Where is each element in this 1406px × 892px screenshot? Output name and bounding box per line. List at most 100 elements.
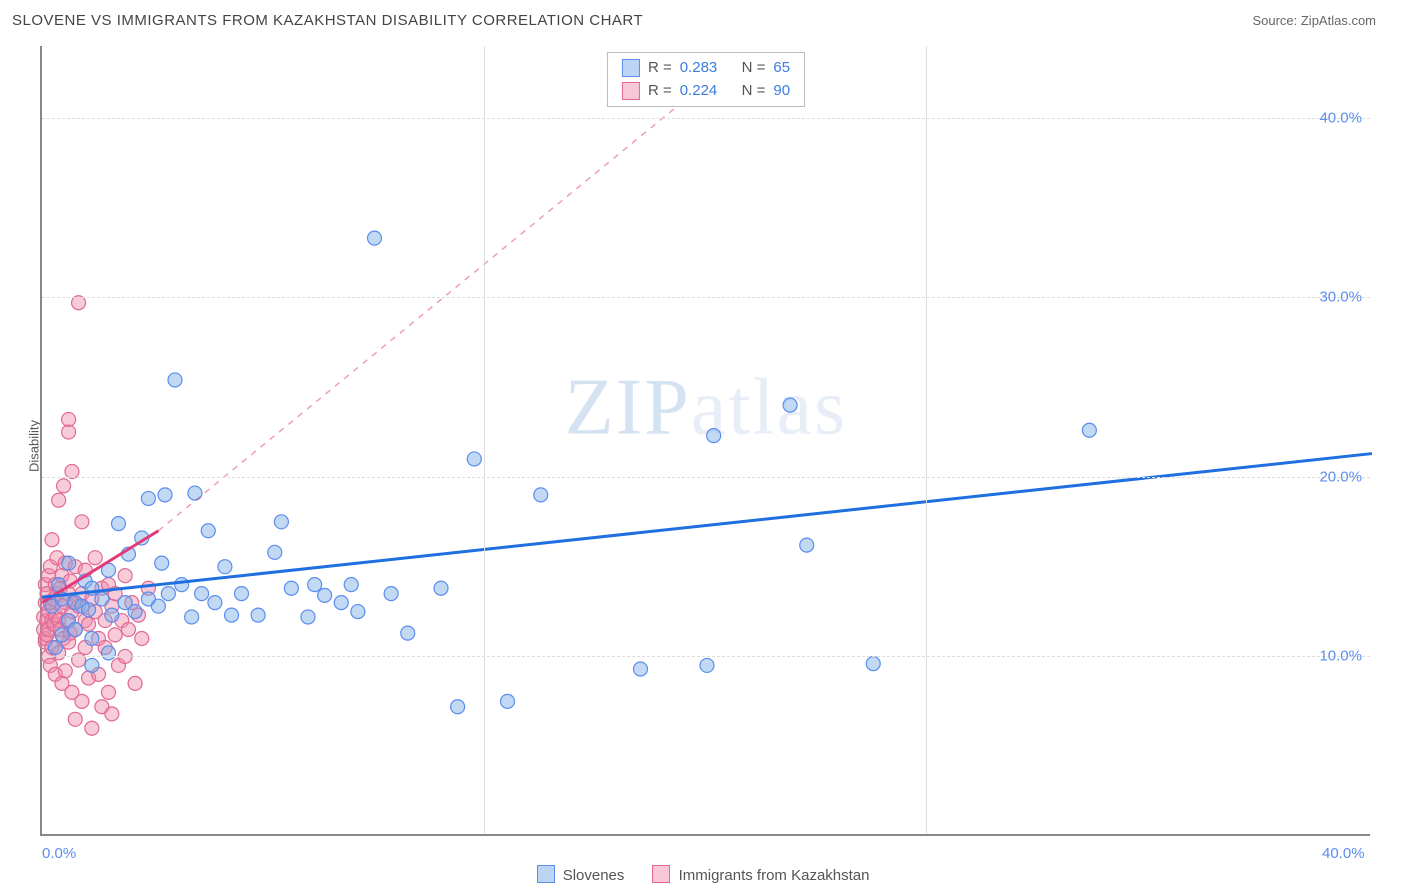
point-slovene (102, 646, 116, 660)
point-slovene (434, 581, 448, 595)
point-slovene (155, 556, 169, 570)
point-slovene (128, 605, 142, 619)
point-slovene (208, 596, 222, 610)
point-slovene (151, 599, 165, 613)
point-slovene (188, 486, 202, 500)
stats-box: R = 0.283 N = 65 R = 0.224 N = 90 (607, 52, 805, 107)
x-tick-label: 40.0% (1322, 845, 1365, 862)
point-slovene (334, 596, 348, 610)
r-value-slovenes: 0.283 (680, 57, 718, 80)
point-slovene (158, 488, 172, 502)
point-slovene (268, 545, 282, 559)
stats-row-slovenes: R = 0.283 N = 65 (622, 57, 790, 80)
point-slovene (501, 694, 515, 708)
point-slovene (201, 524, 215, 538)
point-kazakhstan (72, 653, 86, 667)
point-slovene (368, 231, 382, 245)
chart-title: SLOVENE VS IMMIGRANTS FROM KAZAKHSTAN DI… (12, 12, 643, 29)
point-slovene (168, 373, 182, 387)
point-slovene (141, 491, 155, 505)
point-slovene (62, 556, 76, 570)
y-tick-label: 30.0% (1319, 289, 1362, 306)
gridline-h (42, 297, 1370, 298)
n-value-kazakhstan: 90 (773, 80, 790, 103)
point-slovene (401, 626, 415, 640)
point-slovene (185, 610, 199, 624)
legend-item-kazakhstan: Immigrants from Kazakhstan (652, 867, 869, 884)
point-slovene (467, 452, 481, 466)
point-slovene (235, 587, 249, 601)
point-slovene (82, 603, 96, 617)
point-slovene (800, 538, 814, 552)
point-slovene (1082, 423, 1096, 437)
n-label: N = (742, 80, 766, 103)
point-slovene (55, 628, 69, 642)
point-slovene (344, 578, 358, 592)
point-kazakhstan (121, 623, 135, 637)
point-slovene (308, 578, 322, 592)
point-slovene (318, 588, 332, 602)
point-kazakhstan (135, 632, 149, 646)
point-slovene (195, 587, 209, 601)
point-slovene (251, 608, 265, 622)
point-kazakhstan (45, 533, 59, 547)
point-kazakhstan (68, 712, 82, 726)
point-kazakhstan (58, 664, 72, 678)
bottom-legend: Slovenes Immigrants from Kazakhstan (0, 865, 1406, 884)
point-kazakhstan (82, 617, 96, 631)
point-slovene (111, 517, 125, 531)
point-slovene (284, 581, 298, 595)
point-slovene (866, 657, 880, 671)
plot-svg (42, 46, 1370, 834)
point-kazakhstan (105, 707, 119, 721)
trend-kazakhstan-dashed (158, 82, 707, 531)
n-value-slovenes: 65 (773, 57, 790, 80)
point-slovene (783, 398, 797, 412)
point-slovene (85, 658, 99, 672)
legend-swatch-slovenes (537, 865, 555, 883)
point-kazakhstan (118, 569, 132, 583)
gridline-h (42, 477, 1370, 478)
point-slovene (225, 608, 239, 622)
point-slovene (105, 608, 119, 622)
legend-label-slovenes: Slovenes (563, 867, 625, 884)
point-slovene (95, 592, 109, 606)
point-slovene (634, 662, 648, 676)
point-slovene (707, 429, 721, 443)
point-slovene (161, 587, 175, 601)
y-tick-label: 10.0% (1319, 648, 1362, 665)
point-kazakhstan (75, 515, 89, 529)
source-label: Source: ZipAtlas.com (1252, 13, 1376, 28)
point-kazakhstan (85, 721, 99, 735)
point-kazakhstan (62, 425, 76, 439)
point-kazakhstan (102, 685, 116, 699)
swatch-kazakhstan (622, 82, 640, 100)
plot-area: ZIPatlas R =0.283 N =65R =0.224 N =90 10… (40, 46, 1370, 836)
r-value-kazakhstan: 0.224 (680, 80, 718, 103)
y-tick-label: 20.0% (1319, 468, 1362, 485)
point-kazakhstan (128, 676, 142, 690)
point-slovene (48, 640, 62, 654)
point-slovene (534, 488, 548, 502)
legend-swatch-kazakhstan (652, 865, 670, 883)
r-label: R = (648, 57, 672, 80)
r-label: R = (648, 80, 672, 103)
legend-label-kazakhstan: Immigrants from Kazakhstan (679, 867, 870, 884)
point-slovene (175, 578, 189, 592)
swatch-slovenes (622, 59, 640, 77)
point-kazakhstan (88, 551, 102, 565)
legend-item-slovenes: Slovenes (537, 867, 625, 884)
gridline-h (42, 118, 1370, 119)
point-kazakhstan (52, 493, 66, 507)
point-slovene (451, 700, 465, 714)
point-slovene (85, 632, 99, 646)
point-kazakhstan (75, 694, 89, 708)
n-label: N = (742, 57, 766, 80)
point-kazakhstan (62, 412, 76, 426)
point-slovene (700, 658, 714, 672)
point-kazakhstan (57, 479, 71, 493)
gridline-v (484, 46, 485, 834)
point-slovene (68, 623, 82, 637)
point-kazakhstan (108, 628, 122, 642)
stats-row-kazakhstan: R = 0.224 N = 90 (622, 80, 790, 103)
